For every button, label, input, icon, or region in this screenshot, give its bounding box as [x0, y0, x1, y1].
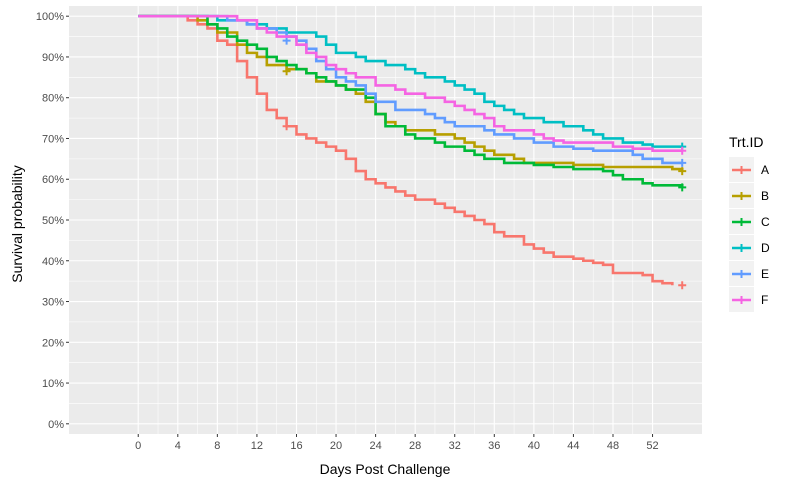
x-tick-label: 16: [290, 440, 302, 452]
censor-mark-E: [678, 158, 687, 167]
censor-mark-B: [282, 67, 291, 76]
y-tick-label: 30%: [42, 297, 64, 309]
censor-mark-F: [678, 146, 687, 155]
legend-label-F: F: [761, 293, 768, 307]
x-axis: 0 4 8 12 16 20 24 28 32 36 40 44 48 52: [135, 434, 659, 452]
legend-label-C: C: [761, 215, 770, 229]
y-tick-label: 90%: [42, 52, 64, 64]
series-layer: [138, 14, 687, 290]
censor-mark-B: [678, 167, 687, 176]
x-tick-label: 8: [214, 440, 220, 452]
y-tick-label: 0%: [48, 419, 64, 431]
x-tick-label: 36: [488, 440, 500, 452]
y-tick-label: 10%: [42, 378, 64, 390]
series-line-C: [138, 14, 684, 188]
grid-major: [69, 6, 702, 434]
x-tick-label: 32: [449, 440, 461, 452]
legend-label-B: B: [761, 189, 769, 203]
y-axis-title: Survival probability: [9, 165, 25, 283]
legend-label-E: E: [761, 267, 769, 281]
y-tick-label: 70%: [42, 133, 64, 145]
y-tick-label: 50%: [42, 215, 64, 227]
y-tick-label: 20%: [42, 337, 64, 349]
x-tick-label: 40: [528, 440, 540, 452]
x-tick-label: 0: [135, 440, 141, 452]
x-axis-title: Days Post Challenge: [320, 461, 451, 477]
series-line-D: [138, 14, 683, 148]
x-tick-label: 28: [409, 440, 421, 452]
legend-label-D: D: [761, 241, 770, 255]
x-tick-label: 4: [175, 440, 181, 452]
censor-mark-C: [678, 183, 687, 192]
x-tick-label: 52: [646, 440, 658, 452]
x-tick-label: 24: [369, 440, 381, 452]
censor-mark-A: [282, 122, 291, 131]
series-line-F: [138, 14, 683, 153]
censor-mark-A: [678, 281, 687, 290]
x-tick-label: 48: [607, 440, 619, 452]
x-tick-label: 44: [567, 440, 579, 452]
censor-mark-E: [282, 36, 291, 45]
series-line-A: [138, 14, 674, 286]
y-tick-label: 100%: [36, 11, 64, 23]
y-tick-label: 60%: [42, 174, 64, 186]
y-tick-label: 40%: [42, 256, 64, 268]
x-tick-label: 20: [330, 440, 342, 452]
legend-title: Trt.ID: [729, 134, 763, 150]
x-tick-label: 12: [251, 440, 263, 452]
legend-label-A: A: [761, 163, 769, 177]
y-axis: 0% 10% 20% 30% 40% 50% 60% 70% 80% 90% 100%: [36, 11, 69, 431]
y-tick-label: 80%: [42, 93, 64, 105]
